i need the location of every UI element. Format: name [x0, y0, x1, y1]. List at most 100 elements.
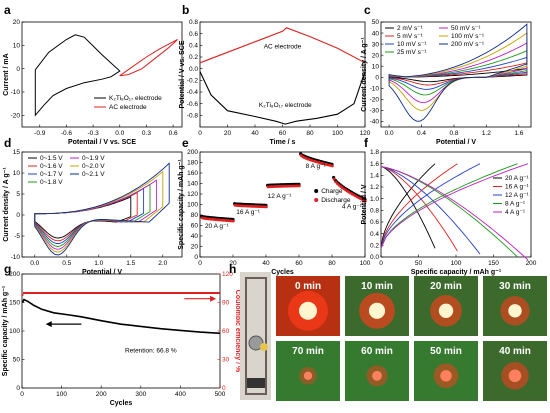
efficiency-point — [187, 292, 190, 294]
legend-entry: 0~1.6 V — [40, 163, 63, 170]
led-photo-tile: 60 min — [345, 341, 409, 401]
efficiency-point — [182, 292, 185, 294]
efficiency-point — [175, 292, 178, 294]
y-tick-label: -0.4 — [187, 89, 199, 96]
y-tick-label: 100 — [9, 328, 20, 335]
legend-entry: 100 mV s⁻¹ — [451, 33, 485, 40]
led-core — [508, 304, 522, 318]
efficiency-point — [154, 292, 157, 294]
right-tick-label: 120 — [222, 271, 233, 278]
efficiency-point — [143, 292, 146, 294]
y-tick-label: 1.2 — [370, 184, 379, 191]
rate-label: 12 A g⁻¹ — [268, 193, 293, 200]
y-tick-label: 40 — [372, 30, 380, 37]
right-tick-label: 60 — [222, 328, 230, 335]
y-tick-label: 1.6 — [370, 161, 379, 168]
efficiency-point — [116, 292, 119, 294]
y-tick-label: 20 — [13, 19, 21, 26]
efficiency-point — [108, 292, 111, 294]
y-axis-label: Current / mA — [3, 53, 10, 95]
efficiency-point — [148, 292, 151, 294]
efficiency-point — [144, 292, 147, 294]
x-tick-label: 40 — [262, 260, 270, 267]
y-tick-label: 150 — [9, 300, 20, 307]
right-axis-label: Coulombic efficiency / % — [234, 290, 241, 373]
cv-curve-series-3 — [388, 56, 528, 90]
x-tick-label: 400 — [175, 391, 186, 398]
led-core — [372, 370, 382, 381]
y-tick-label: 0.4 — [189, 43, 198, 50]
y-tick-label: -20 — [11, 113, 21, 120]
efficiency-point — [133, 292, 136, 294]
efficiency-point — [30, 292, 33, 294]
x-tick-label: 60 — [295, 260, 303, 267]
efficiency-point — [125, 292, 128, 294]
led-core — [299, 301, 317, 320]
efficiency-point — [32, 292, 35, 294]
device-cell-icon — [248, 335, 264, 351]
cv-curve-series-1 — [388, 67, 528, 83]
legend-entry: 2 mV s⁻¹ — [397, 25, 424, 32]
x-axis-label: Cycles — [110, 400, 133, 407]
charge-curve-series-2 — [380, 163, 458, 249]
panel-h-photo: 0 min 10 min 20 min 30 min 70 min 60 min 50 mi… — [240, 272, 547, 401]
efficiency-point — [110, 292, 113, 294]
x-tick-label: 150 — [488, 260, 499, 267]
efficiency-point — [97, 292, 100, 294]
efficiency-point — [132, 292, 135, 294]
x-tick-label: 1.0 — [94, 260, 103, 267]
led-photo-tile: 30 min — [483, 276, 547, 336]
panel-label-g: g — [4, 262, 11, 276]
efficiency-point — [176, 292, 179, 294]
efficiency-point — [165, 292, 168, 294]
efficiency-point — [140, 292, 143, 294]
efficiency-point — [135, 292, 138, 294]
panel-d-chart: 0.0 0.5 1.0 1.5 2.0 -10 -5 0 5 10 15 Potential / V C… — [3, 149, 183, 276]
legend-entry: 25 mV s⁻¹ — [397, 49, 427, 56]
y-tick-label: 0.0 — [189, 66, 198, 73]
efficiency-point — [73, 292, 76, 294]
y-tick-label: 50 — [13, 357, 21, 364]
cv-curve-series-5 — [388, 42, 528, 104]
efficiency-point — [37, 292, 40, 294]
efficiency-point — [119, 292, 122, 294]
efficiency-point — [152, 292, 155, 294]
efficiency-point — [106, 292, 109, 294]
y-tick-label: 120 — [187, 191, 198, 198]
annotation-ac-electrode: AC electrode — [264, 43, 302, 50]
y-tick-label: -0.2 — [187, 78, 199, 85]
led-photo-tile: 40 min — [483, 341, 547, 401]
cv-window-series-7 — [34, 162, 170, 256]
efficiency-point — [94, 292, 97, 294]
y-tick-label: 0 — [16, 212, 20, 219]
legend-entry: 0~1.8 V — [40, 179, 63, 186]
efficiency-point — [151, 292, 154, 294]
legend-entry: K₂Ti₈O₁₇ electrode — [109, 95, 162, 102]
efficiency-point — [206, 292, 209, 294]
right-tick-label: 30 — [222, 357, 230, 364]
cv-window-series-4 — [34, 183, 151, 247]
efficiency-point — [29, 292, 32, 294]
y-axis-label: Current density / A g⁻¹ — [3, 167, 10, 242]
y-tick-label: -20 — [370, 97, 380, 104]
tile-time-label: 70 min — [292, 346, 324, 357]
efficiency-point — [27, 292, 30, 294]
y-axis-label: Specific capacity / mAh g⁻¹ — [178, 159, 185, 250]
y-tick-label: 1.8 — [370, 149, 379, 156]
efficiency-point — [190, 292, 193, 294]
led-photo-tile: 50 min — [414, 341, 478, 401]
tile-time-label: 0 min — [295, 281, 321, 292]
cv-curve-series-4 — [388, 50, 528, 96]
x-tick-label: 0 — [379, 260, 383, 267]
y-tick-label: 160 — [187, 170, 198, 177]
efficiency-point — [149, 292, 152, 294]
discharge-point — [334, 180, 338, 184]
discharge-points — [200, 154, 367, 223]
panel-d-frame — [21, 151, 183, 258]
efficiency-point — [129, 292, 132, 294]
efficiency-point — [179, 292, 182, 294]
efficiency-point — [43, 292, 46, 294]
efficiency-point — [146, 292, 149, 294]
efficiency-point — [35, 292, 38, 294]
